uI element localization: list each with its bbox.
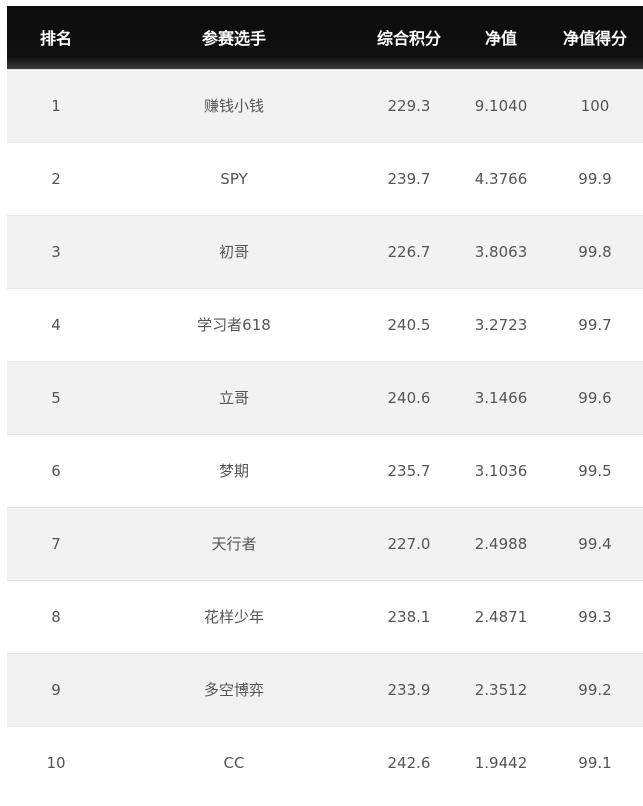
cell-player: 学习者618 [197,316,271,334]
cell-net-value-score: 99.4 [578,534,612,553]
table-header-row: 排名 参赛选手 综合积分 净值 净值得分 [7,6,643,69]
header-net-value-score: 净值得分 [562,29,627,49]
cell-net-value-score: 99.1 [578,753,612,772]
table-row: 7 天行者 227.0 2.4988 99.4 [7,507,643,580]
cell-net-value-score: 99.7 [578,315,612,334]
cell-net-value: 9.1040 [474,96,528,115]
cell-rank: 2 [51,169,61,188]
cell-total-score: 227.0 [387,534,431,553]
cell-net-value-score: 99.5 [578,461,612,480]
header-rank: 排名 [39,29,72,49]
table-row: 9 多空博弈 233.9 2.3512 99.2 [7,653,643,726]
header-player: 参赛选手 [201,29,266,49]
cell-net-value: 2.3512 [474,680,528,699]
cell-net-value-score: 99.6 [578,388,612,407]
cell-rank: 5 [51,388,61,407]
ranking-table-container: 排名 参赛选手 综合积分 净值 净值得分 1 赚钱小钱 229.3 9.1040… [7,6,643,799]
cell-player: 天行者 [211,535,257,553]
cell-rank: 10 [46,753,66,772]
cell-rank: 6 [51,461,61,480]
cell-total-score: 242.6 [387,753,431,772]
cell-net-value: 4.3766 [474,169,528,188]
cell-total-score: 239.7 [387,169,431,188]
cell-total-score: 233.9 [387,680,431,699]
cell-net-value-score: 100 [580,96,610,115]
cell-player: 多空博弈 [203,681,264,699]
cell-rank: 8 [51,607,61,626]
cell-player: SPY [220,169,248,188]
cell-total-score: 240.5 [387,315,431,334]
table-row: 1 赚钱小钱 229.3 9.1040 100 [7,69,643,142]
cell-total-score: 235.7 [387,461,431,480]
header-total-score: 综合积分 [376,29,441,49]
cell-total-score: 238.1 [387,607,431,626]
cell-player: 梦期 [218,462,249,480]
cell-net-value: 2.4871 [474,607,528,626]
cell-total-score: 226.7 [387,242,431,261]
table-row: 4 学习者618 240.5 3.2723 99.7 [7,288,643,361]
header-net-value: 净值 [484,29,517,49]
cell-net-value: 3.2723 [474,315,528,334]
cell-rank: 7 [51,534,61,553]
cell-net-value: 3.1466 [474,388,528,407]
cell-net-value: 1.9442 [474,753,528,772]
cell-rank: 4 [51,315,61,334]
cell-net-value-score: 99.2 [578,680,612,699]
table-row: 3 初哥 226.7 3.8063 99.8 [7,215,643,288]
cell-net-value-score: 99.3 [578,607,612,626]
table-row: 2 SPY 239.7 4.3766 99.9 [7,142,643,215]
cell-player: 立哥 [218,389,249,407]
cell-net-value-score: 99.8 [578,242,612,261]
table-row: 6 梦期 235.7 3.1036 99.5 [7,434,643,507]
cell-rank: 3 [51,242,61,261]
cell-rank: 1 [51,96,61,115]
cell-net-value: 2.4988 [474,534,528,553]
cell-player: 初哥 [218,243,249,261]
ranking-table: 排名 参赛选手 综合积分 净值 净值得分 1 赚钱小钱 229.3 9.1040… [7,6,643,799]
table-row: 8 花样少年 238.1 2.4871 99.3 [7,580,643,653]
table-row: 10 CC 242.6 1.9442 99.1 [7,726,643,799]
cell-total-score: 229.3 [387,96,431,115]
cell-player: 赚钱小钱 [203,97,264,115]
cell-player: CC [223,753,245,772]
cell-rank: 9 [51,680,61,699]
table-row: 5 立哥 240.6 3.1466 99.6 [7,361,643,434]
cell-net-value: 3.8063 [474,242,528,261]
cell-player: 花样少年 [203,608,264,626]
cell-total-score: 240.6 [387,388,431,407]
cell-net-value-score: 99.9 [578,169,612,188]
cell-net-value: 3.1036 [474,461,528,480]
